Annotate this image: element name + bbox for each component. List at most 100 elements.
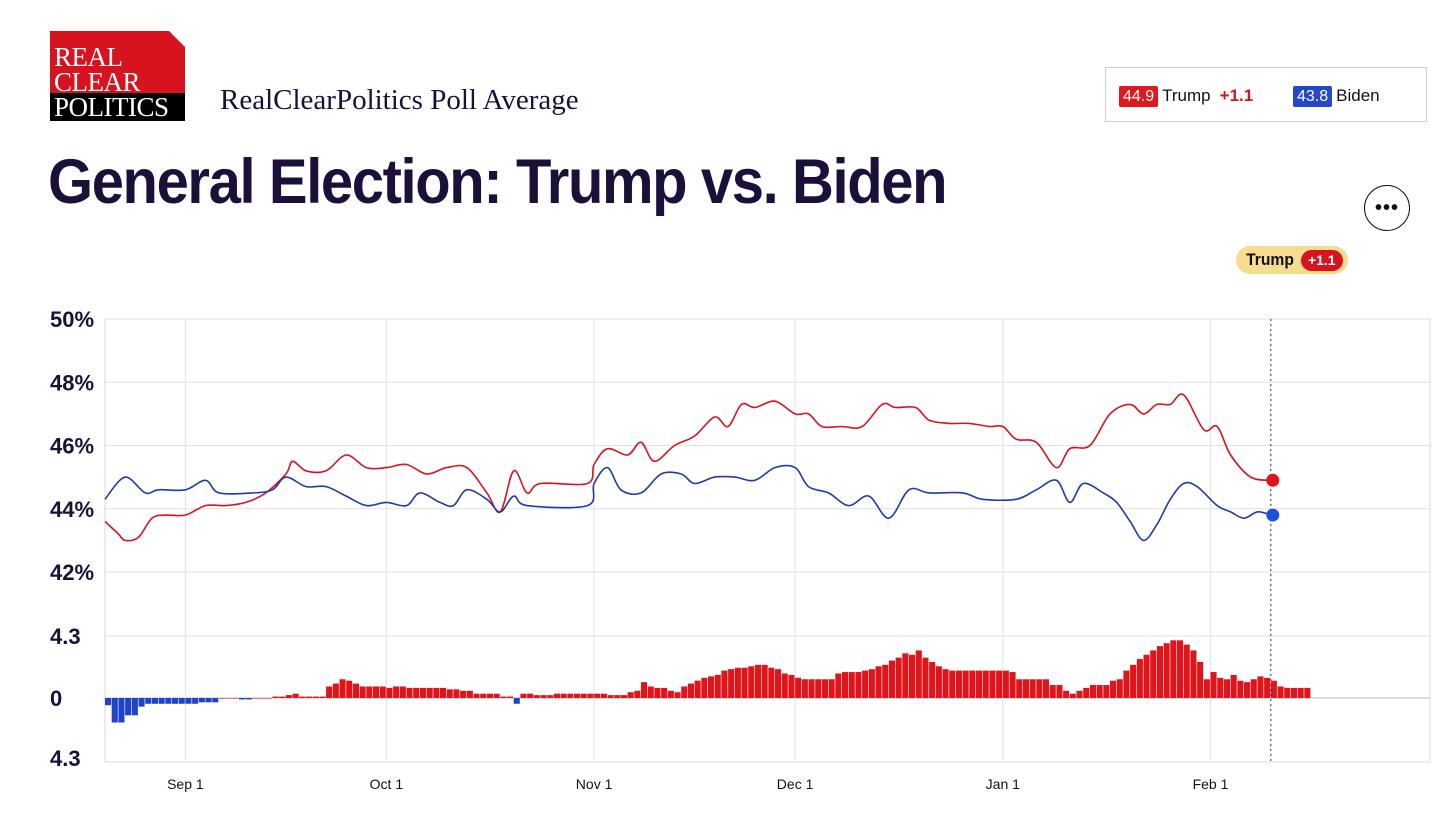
- spread-bar-biden: [172, 698, 179, 704]
- spread-bar-biden: [212, 698, 219, 703]
- spread-bar-trump: [1230, 674, 1237, 698]
- spread-bar-trump: [815, 679, 822, 698]
- spread-bar-trump: [1163, 643, 1170, 698]
- spread-bar-trump: [1190, 650, 1197, 698]
- spread-bar-trump: [667, 690, 674, 698]
- spread-bar-trump: [888, 660, 895, 698]
- x-tick-label: Feb 1: [1193, 776, 1229, 792]
- spread-bar-trump: [962, 670, 969, 698]
- spread-bar-trump: [694, 680, 701, 698]
- spread-bar-trump: [708, 676, 715, 698]
- logo-corner-fold: [169, 31, 185, 47]
- spread-bar-trump: [553, 693, 560, 698]
- spread-bar-trump: [580, 693, 587, 698]
- spread-bar-trump: [781, 673, 788, 698]
- spread-bar-trump: [634, 690, 641, 698]
- spread-bar-trump: [1016, 679, 1023, 698]
- spread-bar-trump: [419, 687, 426, 698]
- trump-legend-spread: +1.1: [1219, 86, 1254, 105]
- spread-bar-trump: [942, 669, 949, 698]
- spread-bar-biden: [185, 698, 192, 704]
- legend-item-trump[interactable]: 44.9 Trump +1.1: [1119, 85, 1253, 107]
- spread-bar-trump: [641, 682, 648, 698]
- biden-value-badge: 43.8: [1293, 85, 1333, 107]
- spread-bar-trump: [1009, 672, 1016, 698]
- spread-bar-trump: [1069, 693, 1076, 698]
- spread-bar-biden: [205, 698, 212, 703]
- more-options-button[interactable]: •••: [1364, 185, 1410, 231]
- spread-bar-biden: [178, 698, 185, 704]
- spread-bar-trump: [547, 695, 554, 698]
- spread-bar-trump: [279, 696, 286, 698]
- y-tick-label: 48%: [50, 370, 94, 395]
- spread-bar-trump: [982, 670, 989, 698]
- legend-item-biden[interactable]: 43.8 Biden: [1293, 85, 1380, 107]
- spread-bar-trump: [728, 669, 735, 698]
- spread-bar-trump: [1170, 640, 1177, 698]
- spread-bar-trump: [868, 669, 875, 698]
- spread-bar-trump: [949, 670, 956, 698]
- spread-bar-trump: [1076, 690, 1083, 698]
- spread-bar-trump: [915, 650, 922, 698]
- spread-bar-biden: [105, 698, 112, 706]
- spread-tick-label: 4.3: [50, 746, 81, 771]
- spread-bar-trump: [1177, 640, 1184, 698]
- spread-bar-trump: [507, 696, 514, 698]
- legend-box: 44.9 Trump +1.1 43.8 Biden: [1105, 67, 1427, 122]
- spread-bar-trump: [373, 686, 380, 698]
- spread-bar-trump: [440, 687, 447, 698]
- spread-bar-trump: [701, 677, 708, 698]
- spread-bar-trump: [319, 696, 326, 698]
- spread-bar-trump: [607, 695, 614, 698]
- spread-bar-biden: [239, 698, 246, 700]
- spread-bar-trump: [259, 698, 266, 699]
- spread-bar-trump: [996, 670, 1003, 698]
- x-tick-label: Sep 1: [167, 776, 204, 792]
- spread-bar-trump: [366, 686, 373, 698]
- spread-bar-trump: [1290, 687, 1297, 698]
- spread-bar-trump: [848, 672, 855, 698]
- spread-bar-trump: [413, 687, 420, 698]
- spread-bar-trump: [1223, 679, 1230, 698]
- spread-bar-trump: [1103, 685, 1110, 698]
- spread-bar-trump: [835, 673, 842, 698]
- trump-legend-name: Trump: [1162, 86, 1211, 105]
- spread-bar-trump: [500, 696, 507, 698]
- spread-bar-trump: [627, 692, 634, 698]
- spread-bar-trump: [929, 661, 936, 698]
- spread-bar-trump: [1022, 679, 1029, 698]
- spread-bar-trump: [1304, 687, 1311, 698]
- spread-bar-trump: [1110, 680, 1117, 698]
- spread-bar-trump: [540, 695, 547, 698]
- spread-bar-trump: [232, 698, 239, 699]
- y-tick-label: 46%: [50, 434, 94, 459]
- x-tick-label: Dec 1: [777, 776, 814, 792]
- biden-series-line: [104, 464, 1272, 542]
- spread-bar-trump: [935, 666, 942, 698]
- spread-bar-trump: [775, 669, 782, 698]
- spread-bar-trump: [754, 664, 761, 698]
- spread-bar-trump: [955, 670, 962, 698]
- spread-bar-trump: [379, 686, 386, 698]
- spread-bar-trump: [306, 696, 313, 698]
- spread-bar-trump: [721, 670, 728, 698]
- spread-bar-trump: [768, 667, 775, 698]
- spread-bar-trump: [681, 686, 688, 698]
- spread-bar-trump: [1056, 685, 1063, 698]
- spread-bar-trump: [882, 664, 889, 698]
- spread-bar-trump: [252, 698, 259, 699]
- spread-badge-name: Trump: [1246, 250, 1294, 269]
- spread-bar-biden: [513, 698, 520, 704]
- spread-bar-trump: [272, 696, 279, 698]
- spread-bar-biden: [111, 698, 118, 723]
- biden-legend-name: Biden: [1336, 86, 1380, 105]
- spread-bar-trump: [1237, 680, 1244, 698]
- spread-bar-trump: [460, 690, 467, 698]
- logo-line-clear: CLEAR: [54, 67, 141, 97]
- logo-line-real: REAL: [54, 42, 123, 72]
- spread-bar-trump: [1270, 680, 1277, 698]
- spread-bar-trump: [647, 686, 654, 698]
- spread-bar-trump: [480, 693, 487, 698]
- spread-bar-trump: [339, 679, 346, 698]
- spread-bar-trump: [989, 670, 996, 698]
